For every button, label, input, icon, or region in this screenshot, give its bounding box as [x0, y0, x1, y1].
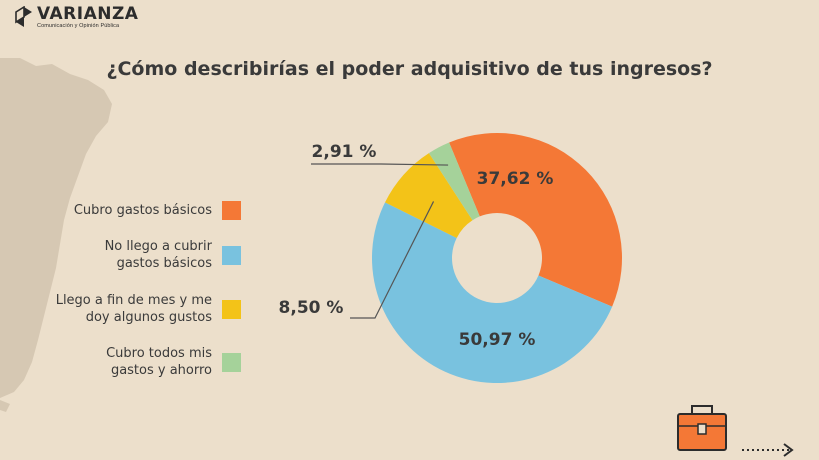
legend-label-line: No llego a cubrir [104, 239, 212, 254]
leader-line-8-50 [350, 201, 435, 319]
leader-lines [311, 163, 449, 319]
legend-label: Llego a fin de mes y me doy algunos gust… [32, 292, 212, 326]
briefcase-icon [677, 405, 727, 451]
varianza-logo-icon [15, 6, 32, 27]
legend-item-cubro-todos: Cubro todos mis gastos y ahorro [32, 345, 241, 379]
legend-swatch [222, 245, 241, 265]
donut-chart [371, 133, 622, 384]
legend-swatch [222, 299, 241, 319]
legend-label: Cubro todos mis gastos y ahorro [32, 345, 212, 379]
legend-item-no-llego: No llego a cubrir gastos básicos [32, 238, 241, 272]
value-labels: 37,62 % 50,97 % 8,50 % 2,91 % [279, 142, 554, 350]
legend-item-cubro-gastos: Cubro gastos básicos [32, 201, 241, 220]
map-silhouette [0, 58, 112, 398]
legend-swatch [222, 201, 241, 220]
legend-label: No llego a cubrir gastos básicos [32, 238, 212, 272]
legend-item-llego-fin-mes: Llego a fin de mes y me doy algunos gust… [32, 292, 241, 326]
brand-tagline: Comunicación y Opinión Pública [37, 23, 120, 29]
slice-cubro-gastos [449, 133, 622, 307]
legend-label-line: gastos básicos [116, 256, 212, 271]
legend-label-line: gastos y ahorro [110, 363, 212, 378]
legend-label: Cubro gastos básicos [73, 203, 212, 218]
legend-swatch [222, 352, 241, 372]
value-label: 37,62 % [477, 169, 554, 189]
dotted-arrow-icon [742, 443, 794, 457]
legend-label-line: doy algunos gustos [85, 310, 212, 325]
value-label: 8,50 % [279, 298, 344, 318]
legend-label-line: Llego a fin de mes y me [55, 293, 212, 308]
slice-no-llego [371, 202, 613, 384]
legend-label-line: Cubro todos mis [106, 346, 212, 361]
value-label: 50,97 % [459, 330, 536, 350]
chart-title: ¿Cómo describirías el poder adquisitivo … [106, 58, 713, 80]
value-label: 2,91 % [312, 142, 377, 162]
slice-cubro-todos [428, 142, 480, 221]
map-islands [0, 400, 10, 412]
slice-llego-fin-mes [385, 153, 473, 238]
brand-name: VARIANZA [37, 4, 139, 24]
brand-logo: VARIANZA Comunicación y Opinión Pública [14, 5, 138, 30]
leader-line-2-91 [311, 163, 449, 166]
